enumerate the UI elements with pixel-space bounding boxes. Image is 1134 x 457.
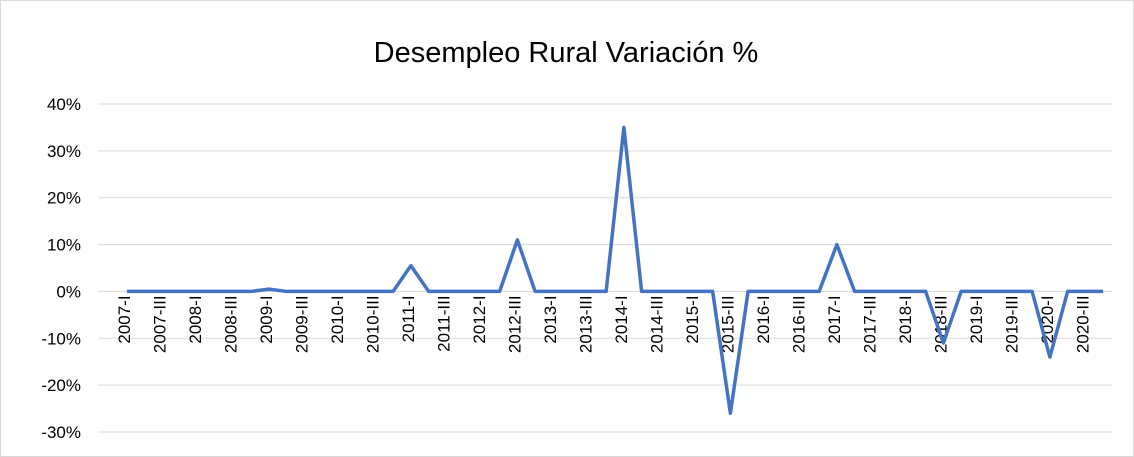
x-tick-label: 2016-I [754,295,773,343]
x-tick-label: 2012-III [505,295,524,353]
x-tick-label: 2013-III [576,295,595,353]
x-tick-label: 2011-III [434,295,453,351]
x-tick-label: 2019-III [1002,295,1021,353]
y-tick-label: 20% [47,189,81,208]
x-tick-label: 2017-I [825,295,844,343]
x-tick-label: 2015-III [718,295,737,353]
x-tick-label: 2015-I [683,295,702,343]
x-tick-label: 2008-I [186,295,205,343]
data-line [126,125,1104,416]
x-tick-label: 2016-III [789,295,808,353]
x-tick-label: 2014-III [647,295,666,353]
x-tick-label: 2011-I [399,295,418,342]
y-tick-label: 30% [47,142,81,161]
y-tick-label: -20% [41,376,81,395]
y-tick-label: 10% [47,236,81,255]
chart-title: Desempleo Rural Variación % [374,37,759,69]
x-tick-label: 2018-I [896,295,915,343]
x-tick-label: 2007-III [150,295,169,353]
y-tick-label: 0% [56,282,81,301]
x-tick-label: 2020-III [1073,295,1092,353]
y-tick-label: -30% [41,423,81,442]
x-tick-label: 2007-I [115,295,134,343]
x-tick-label: 2008-III [221,295,240,353]
x-tick-label: 2014-I [612,295,631,343]
x-tick-label: 2017-III [860,295,879,353]
x-tick-label: 2009-III [292,295,311,353]
x-tick-label: 2019-I [967,295,986,343]
x-tick-label: 2018-III [931,295,950,353]
x-tick-label: 2010-III [363,295,382,353]
x-tick-label: 2012-I [470,295,489,343]
x-tick-label: 2010-I [328,295,347,343]
y-tick-label: 40% [47,95,81,114]
y-tick-label: -10% [41,329,81,348]
x-tick-label: 2013-I [541,295,560,343]
x-tick-label: 2009-I [257,295,276,343]
